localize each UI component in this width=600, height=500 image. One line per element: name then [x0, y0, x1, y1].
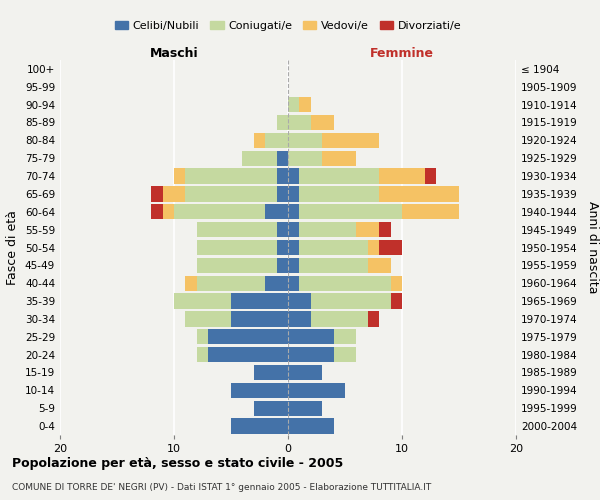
Text: Femmine: Femmine: [370, 47, 434, 60]
Bar: [197, 347, 208, 362]
Bar: [299, 186, 379, 202]
Bar: [288, 383, 345, 398]
Bar: [368, 240, 379, 255]
Bar: [277, 258, 288, 273]
Bar: [288, 168, 299, 184]
Bar: [299, 222, 356, 237]
Bar: [391, 294, 402, 308]
Bar: [288, 276, 299, 291]
Bar: [151, 186, 163, 202]
Bar: [288, 347, 334, 362]
Bar: [254, 365, 288, 380]
Bar: [151, 204, 163, 220]
Bar: [368, 258, 391, 273]
Bar: [391, 276, 402, 291]
Bar: [288, 294, 311, 308]
Bar: [254, 400, 288, 416]
Bar: [299, 240, 368, 255]
Bar: [334, 329, 356, 344]
Bar: [288, 400, 322, 416]
Bar: [174, 168, 185, 184]
Bar: [174, 294, 231, 308]
Bar: [379, 240, 402, 255]
Bar: [356, 222, 379, 237]
Bar: [288, 365, 322, 380]
Bar: [402, 204, 459, 220]
Bar: [185, 186, 277, 202]
Y-axis label: Fasce di età: Fasce di età: [7, 210, 19, 285]
Bar: [277, 168, 288, 184]
Bar: [277, 115, 288, 130]
Bar: [379, 222, 391, 237]
Bar: [299, 168, 379, 184]
Bar: [277, 150, 288, 166]
Bar: [288, 186, 299, 202]
Bar: [277, 240, 288, 255]
Text: COMUNE DI TORRE DE' NEGRI (PV) - Dati ISTAT 1° gennaio 2005 - Elaborazione TUTTI: COMUNE DI TORRE DE' NEGRI (PV) - Dati IS…: [12, 482, 431, 492]
Bar: [368, 312, 379, 326]
Bar: [311, 115, 334, 130]
Bar: [185, 276, 197, 291]
Bar: [288, 240, 299, 255]
Bar: [379, 186, 459, 202]
Bar: [288, 204, 299, 220]
Bar: [277, 222, 288, 237]
Bar: [231, 383, 288, 398]
Bar: [197, 240, 277, 255]
Bar: [288, 115, 311, 130]
Bar: [163, 204, 174, 220]
Bar: [231, 294, 288, 308]
Bar: [288, 329, 334, 344]
Bar: [379, 168, 425, 184]
Bar: [208, 347, 288, 362]
Bar: [288, 97, 299, 112]
Bar: [425, 168, 436, 184]
Bar: [242, 150, 277, 166]
Bar: [231, 312, 288, 326]
Text: Maschi: Maschi: [149, 47, 199, 60]
Bar: [254, 133, 265, 148]
Bar: [197, 258, 277, 273]
Bar: [231, 418, 288, 434]
Bar: [265, 276, 288, 291]
Bar: [322, 133, 379, 148]
Bar: [208, 329, 288, 344]
Bar: [322, 150, 356, 166]
Bar: [197, 329, 208, 344]
Bar: [277, 186, 288, 202]
Bar: [185, 168, 277, 184]
Y-axis label: Anni di nascita: Anni di nascita: [586, 201, 599, 294]
Bar: [288, 258, 299, 273]
Bar: [299, 204, 402, 220]
Bar: [311, 294, 391, 308]
Bar: [288, 312, 311, 326]
Bar: [288, 222, 299, 237]
Bar: [299, 258, 368, 273]
Bar: [311, 312, 368, 326]
Bar: [174, 204, 265, 220]
Legend: Celibi/Nubili, Coniugati/e, Vedovi/e, Divorziati/e: Celibi/Nubili, Coniugati/e, Vedovi/e, Di…: [110, 17, 466, 36]
Bar: [299, 276, 391, 291]
Bar: [288, 150, 322, 166]
Bar: [265, 204, 288, 220]
Bar: [265, 133, 288, 148]
Text: Popolazione per età, sesso e stato civile - 2005: Popolazione per età, sesso e stato civil…: [12, 458, 343, 470]
Bar: [163, 186, 185, 202]
Bar: [334, 347, 356, 362]
Bar: [288, 133, 322, 148]
Bar: [197, 222, 277, 237]
Bar: [288, 418, 334, 434]
Bar: [299, 97, 311, 112]
Bar: [185, 312, 231, 326]
Bar: [197, 276, 265, 291]
